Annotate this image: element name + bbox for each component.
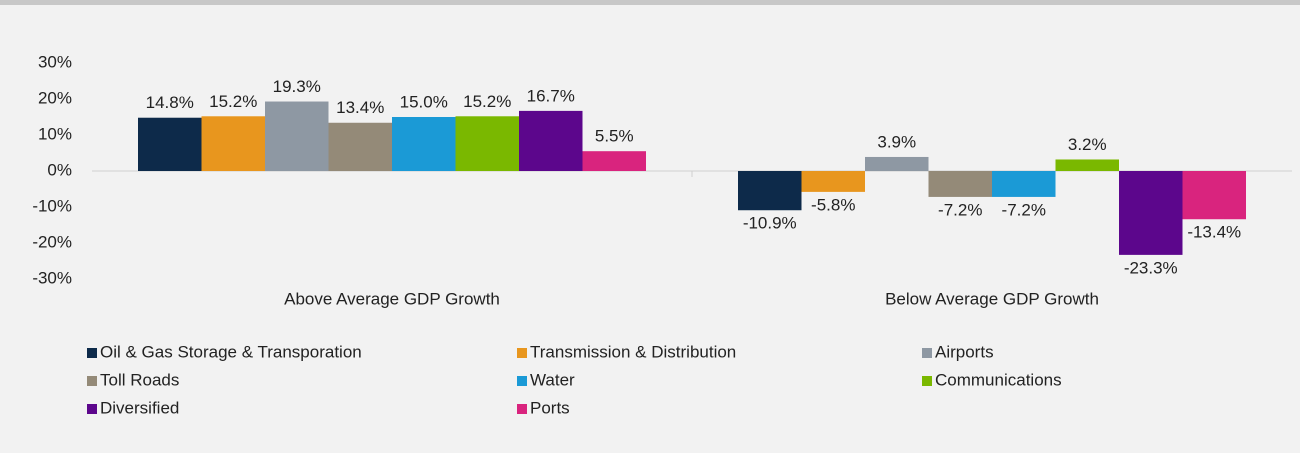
legend-label: Transmission & Distribution	[530, 342, 736, 361]
bar	[801, 171, 865, 192]
y-tick-label: 10%	[38, 124, 72, 143]
bar	[992, 171, 1056, 197]
value-label: 19.3%	[273, 77, 321, 96]
legend-label: Airports	[935, 342, 994, 361]
top-rule	[0, 0, 1300, 5]
legend-swatch	[87, 348, 97, 358]
value-label: 5.5%	[595, 127, 634, 146]
y-tick-label: 30%	[38, 52, 72, 71]
bar	[738, 171, 802, 211]
x-tick-label: Below Average GDP Growth	[885, 289, 1099, 308]
bar	[582, 151, 646, 171]
bar	[328, 122, 392, 171]
legend-label: Diversified	[100, 398, 179, 417]
bar	[1182, 171, 1246, 220]
bar	[1119, 171, 1183, 255]
value-label: -13.4%	[1187, 223, 1241, 242]
value-label: -23.3%	[1124, 258, 1178, 277]
y-tick-label: -10%	[32, 196, 72, 215]
bar	[455, 116, 519, 171]
bar	[392, 117, 456, 171]
legend-label: Ports	[530, 398, 570, 417]
bar	[138, 117, 202, 171]
value-label: 3.2%	[1068, 135, 1107, 154]
y-tick-label: 0%	[47, 160, 72, 179]
y-tick-label: -20%	[32, 232, 72, 251]
legend-swatch	[922, 376, 932, 386]
bar	[201, 116, 265, 171]
bar	[928, 171, 992, 197]
legend-label: Toll Roads	[100, 370, 179, 389]
x-tick-label: Above Average GDP Growth	[284, 289, 500, 308]
legend-swatch	[517, 348, 527, 358]
legend-label: Communications	[935, 370, 1062, 389]
bar	[865, 156, 929, 171]
value-label: -5.8%	[811, 195, 855, 214]
value-label: 13.4%	[336, 98, 384, 117]
bar	[1055, 159, 1119, 171]
value-label: 15.2%	[463, 92, 511, 111]
legend-label: Oil & Gas Storage & Transporation	[100, 342, 362, 361]
bar	[519, 110, 583, 171]
value-label: 15.0%	[400, 92, 448, 111]
value-label: 14.8%	[146, 93, 194, 112]
y-tick-label: -30%	[32, 268, 72, 287]
legend-swatch	[517, 376, 527, 386]
legend-swatch	[87, 404, 97, 414]
legend-swatch	[922, 348, 932, 358]
legend-label: Water	[530, 370, 575, 389]
value-label: 3.9%	[877, 132, 916, 151]
y-tick-label: 20%	[38, 88, 72, 107]
value-label: 15.2%	[209, 92, 257, 111]
value-label: -10.9%	[743, 214, 797, 233]
value-label: -7.2%	[938, 200, 982, 219]
legend-swatch	[517, 404, 527, 414]
bar	[265, 101, 329, 171]
value-label: -7.2%	[1002, 200, 1046, 219]
legend-swatch	[87, 376, 97, 386]
value-label: 16.7%	[527, 86, 575, 105]
